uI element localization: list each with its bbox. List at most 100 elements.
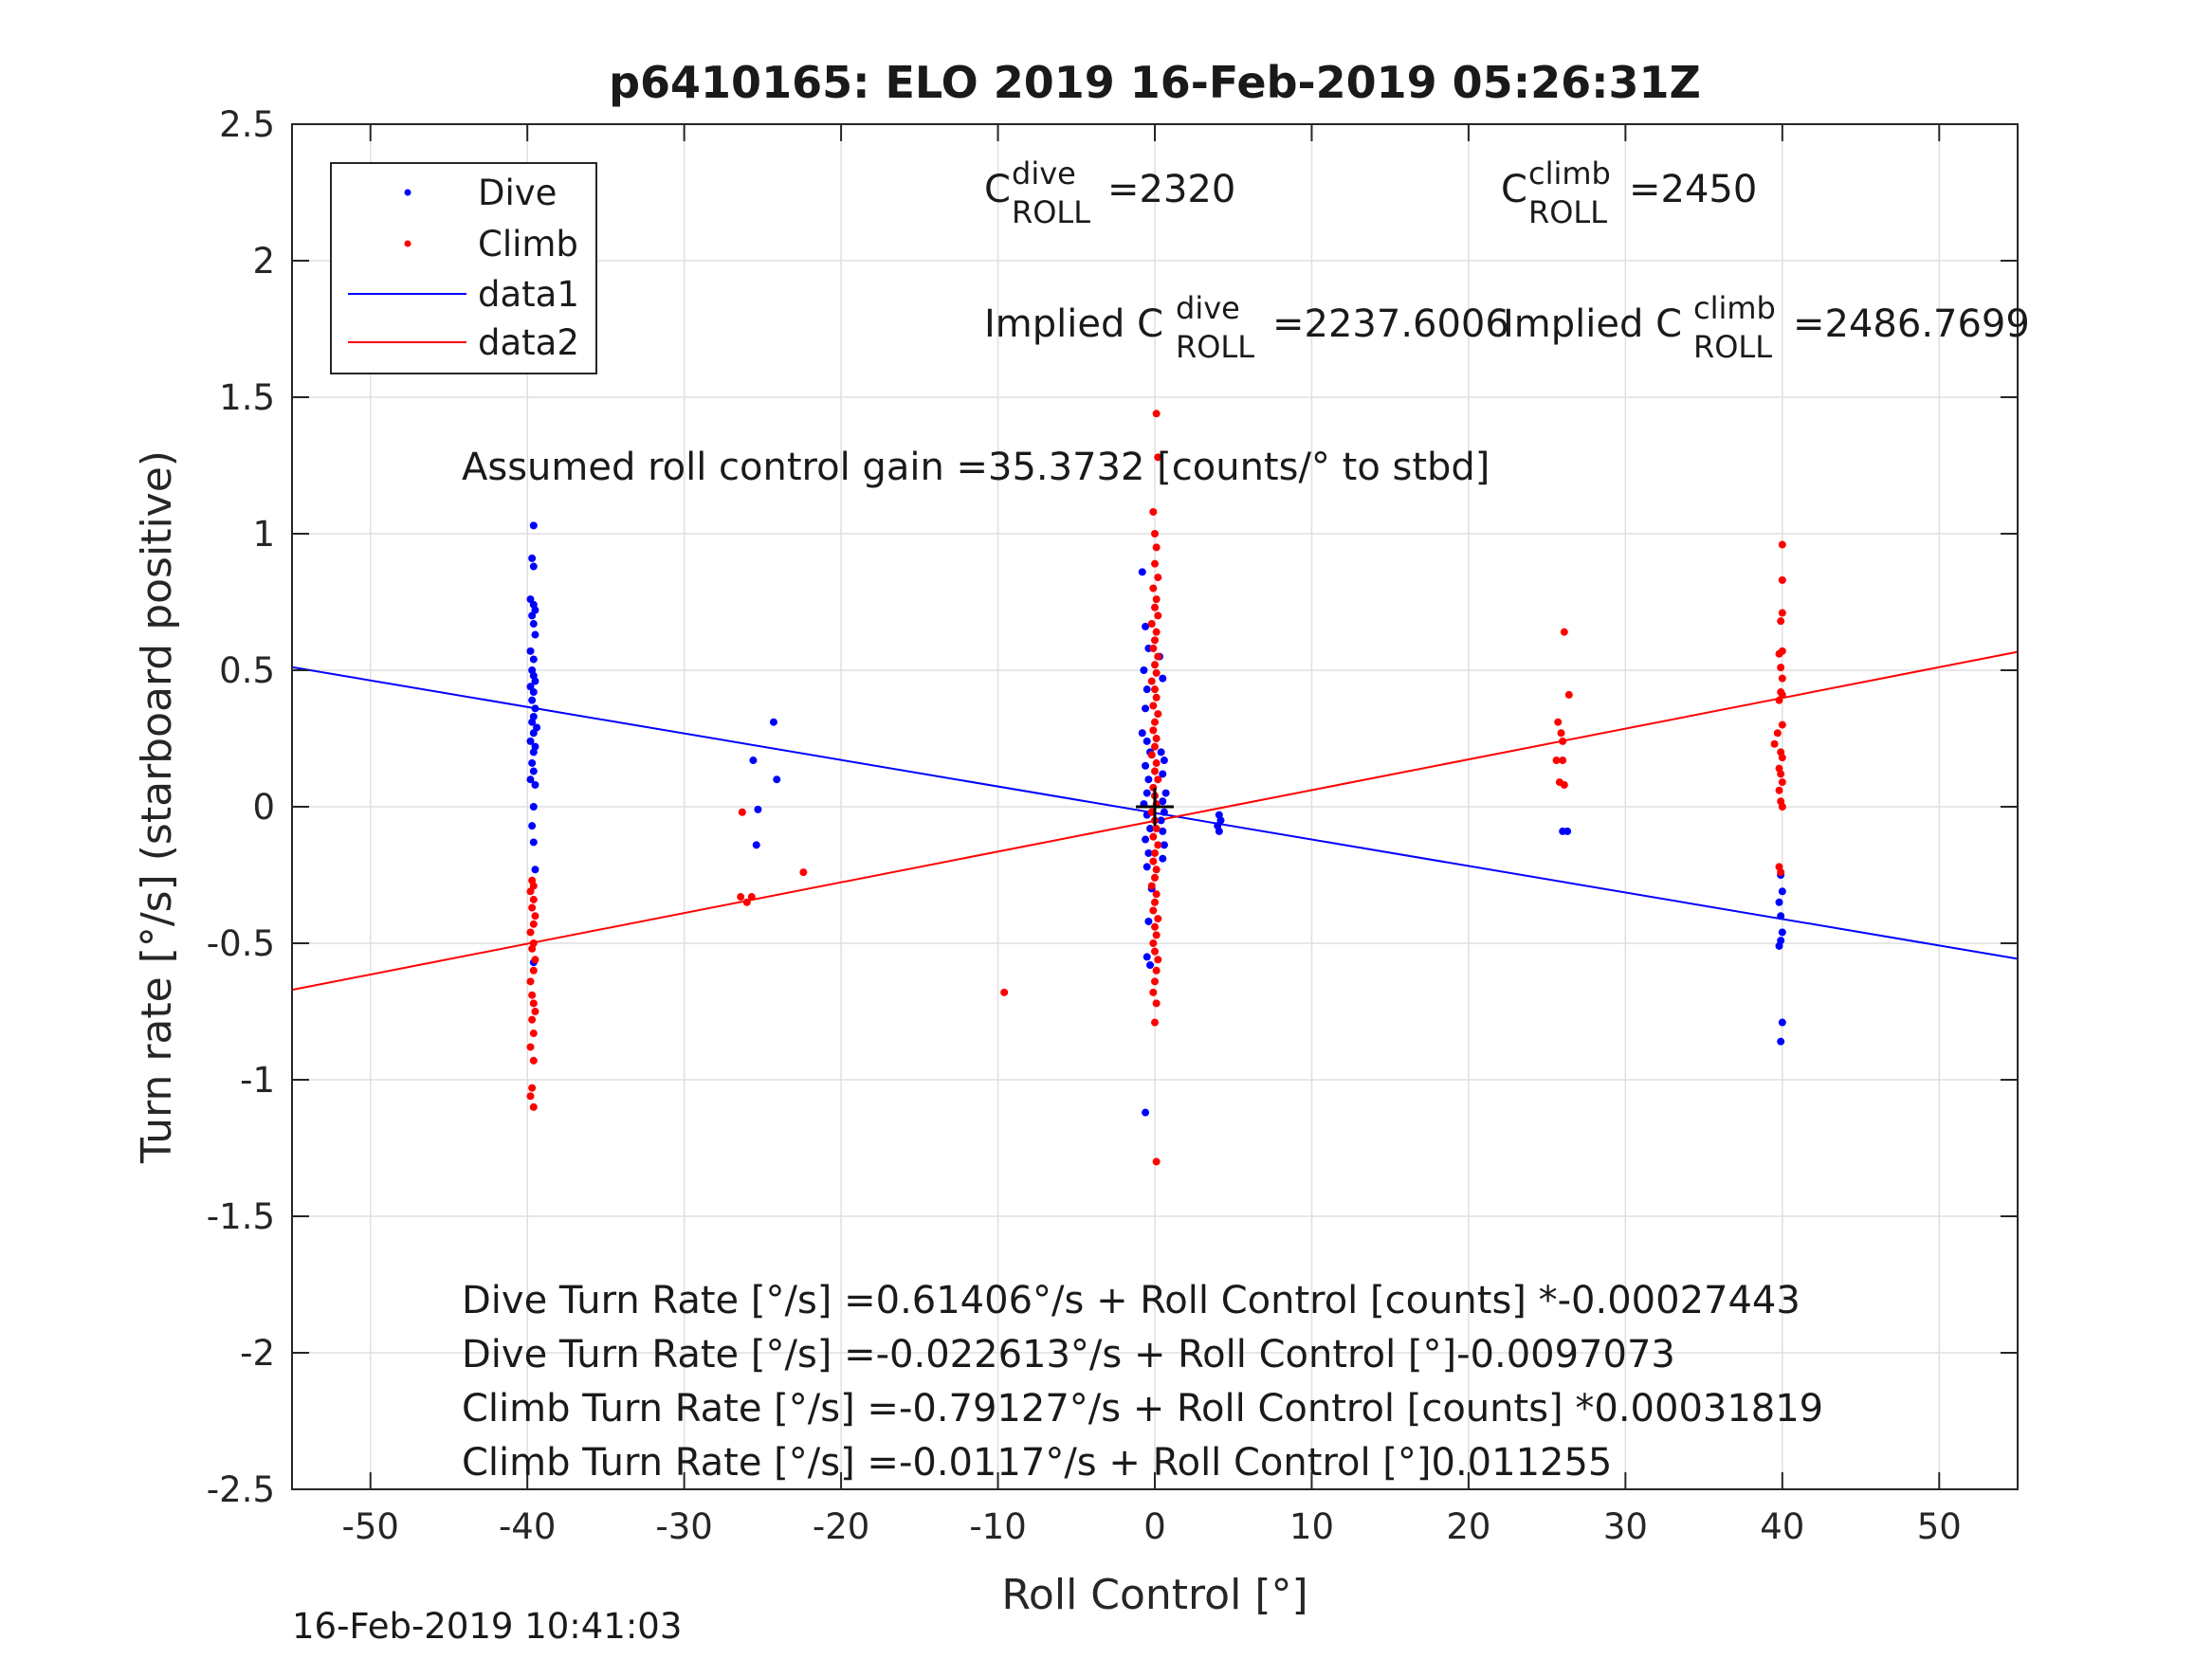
data-point-climb: [528, 1015, 537, 1024]
data-point-dive: [528, 696, 537, 704]
implied-dive-sup: dive: [1176, 290, 1240, 326]
data-point-dive: [1159, 770, 1167, 778]
data-point-climb: [1557, 729, 1565, 738]
data-point-climb: [1560, 780, 1568, 789]
data-point-dive: [526, 647, 535, 655]
data-point-dive: [529, 562, 538, 571]
c-climb-sub: ROLL: [1528, 194, 1607, 230]
x-tick-label: 0: [1143, 1506, 1166, 1547]
implied-climb-value: =2486.7699: [1793, 302, 2030, 346]
x-tick-label: 20: [1446, 1506, 1490, 1547]
data-point-dive: [769, 718, 777, 726]
data-point-climb: [528, 1084, 537, 1092]
data-point-climb: [1154, 710, 1162, 719]
data-point-climb: [742, 898, 751, 906]
y-tick-label: -1: [240, 1060, 275, 1101]
data-point-climb: [1151, 636, 1159, 645]
equation-dive-counts: Dive Turn Rate [°/s] =0.61406°/s + Roll …: [462, 1279, 1801, 1322]
data-point-climb: [1777, 770, 1785, 778]
chart-title: p6410165: ELO 2019 16-Feb-2019 05:26:31Z: [609, 57, 1701, 108]
data-point-dive: [526, 737, 535, 745]
data-point-dive: [1159, 854, 1167, 863]
data-point-dive: [1144, 775, 1153, 784]
data-point-climb: [529, 895, 538, 903]
y-tick-label: 0.5: [219, 650, 275, 691]
equation-dive-degrees: Dive Turn Rate [°/s] =-0.022613°/s + Rol…: [462, 1333, 1675, 1376]
data-point-climb: [1151, 873, 1159, 882]
data-point-dive: [529, 803, 538, 811]
data-point-climb: [1775, 786, 1783, 794]
data-point-climb: [1152, 966, 1161, 975]
data-point-climb: [1147, 677, 1156, 685]
data-point-dive: [1143, 953, 1151, 961]
data-point-climb: [1770, 739, 1779, 748]
legend-box: [330, 162, 597, 374]
x-tick-label: 40: [1760, 1506, 1804, 1547]
data-point-dive: [752, 841, 760, 849]
legend-label-data2: data2: [478, 322, 579, 363]
data-point-dive: [1157, 816, 1165, 825]
data-point-dive: [1143, 789, 1151, 797]
data-point-dive: [1215, 827, 1223, 835]
data-point-dive: [528, 822, 537, 830]
data-point-climb: [1552, 757, 1561, 765]
data-point-climb: [1152, 543, 1161, 552]
data-point-dive: [1146, 961, 1155, 970]
legend-marker-climb: [404, 240, 411, 247]
data-point-climb: [1152, 758, 1161, 767]
data-point-dive: [529, 767, 538, 775]
data-point-climb: [529, 1030, 538, 1038]
data-point-dive: [531, 704, 539, 713]
x-axis-label: Roll Control [°]: [1001, 1571, 1307, 1619]
data-point-climb: [1149, 702, 1158, 710]
data-point-climb: [1778, 720, 1786, 729]
implied-dive-prefix: Implied C: [984, 302, 1163, 346]
x-tick-label: -30: [655, 1506, 712, 1547]
y-tick-label: 2: [252, 241, 275, 282]
data-point-climb: [1149, 644, 1158, 652]
data-point-dive: [1146, 825, 1155, 833]
data-point-climb: [1149, 584, 1158, 592]
data-point-climb: [1152, 931, 1161, 939]
data-point-climb: [526, 977, 535, 986]
data-point-dive: [529, 838, 538, 847]
c-climb-main: C: [1501, 168, 1527, 211]
gain-annotation: Assumed roll control gain =35.3732 [coun…: [462, 446, 1490, 489]
data-point-dive: [1159, 827, 1167, 835]
data-point-climb: [529, 1103, 538, 1111]
legend-label-data1: data1: [478, 274, 579, 315]
data-point-climb: [1564, 690, 1573, 699]
data-point-climb: [1559, 737, 1567, 745]
equation-climb-degrees: Climb Turn Rate [°/s] =-0.0117°/s + Roll…: [462, 1441, 1612, 1485]
data-point-climb: [1151, 685, 1159, 694]
x-tick-label: -20: [813, 1506, 869, 1547]
data-point-climb: [1151, 848, 1159, 857]
data-point-dive: [1778, 1018, 1786, 1027]
data-point-dive: [528, 718, 537, 726]
data-point-climb: [1154, 775, 1162, 784]
data-point-climb: [531, 1008, 539, 1015]
data-point-climb: [1154, 956, 1162, 964]
c-dive-main: C: [984, 168, 1011, 211]
data-point-climb: [1147, 882, 1156, 890]
data-point-climb: [1778, 803, 1786, 811]
data-point-dive: [1157, 748, 1165, 757]
data-point-dive: [1778, 887, 1786, 896]
legend-marker-dive: [404, 189, 411, 196]
data-point-climb: [747, 893, 756, 902]
data-point-dive: [1160, 841, 1168, 849]
data-point-climb: [1152, 595, 1161, 604]
data-point-climb: [1152, 890, 1161, 899]
data-point-dive: [1143, 863, 1151, 871]
data-point-dive: [1144, 848, 1153, 857]
data-point-climb: [529, 1056, 538, 1065]
c-dive-sup: dive: [1012, 155, 1076, 191]
legend-label-dive: Dive: [478, 173, 557, 213]
data-point-climb: [1151, 661, 1159, 669]
y-tick-label: -2: [240, 1333, 275, 1374]
data-point-climb: [1151, 947, 1159, 956]
data-point-dive: [529, 748, 538, 757]
data-point-dive: [1138, 568, 1146, 576]
data-point-climb: [1152, 410, 1161, 418]
